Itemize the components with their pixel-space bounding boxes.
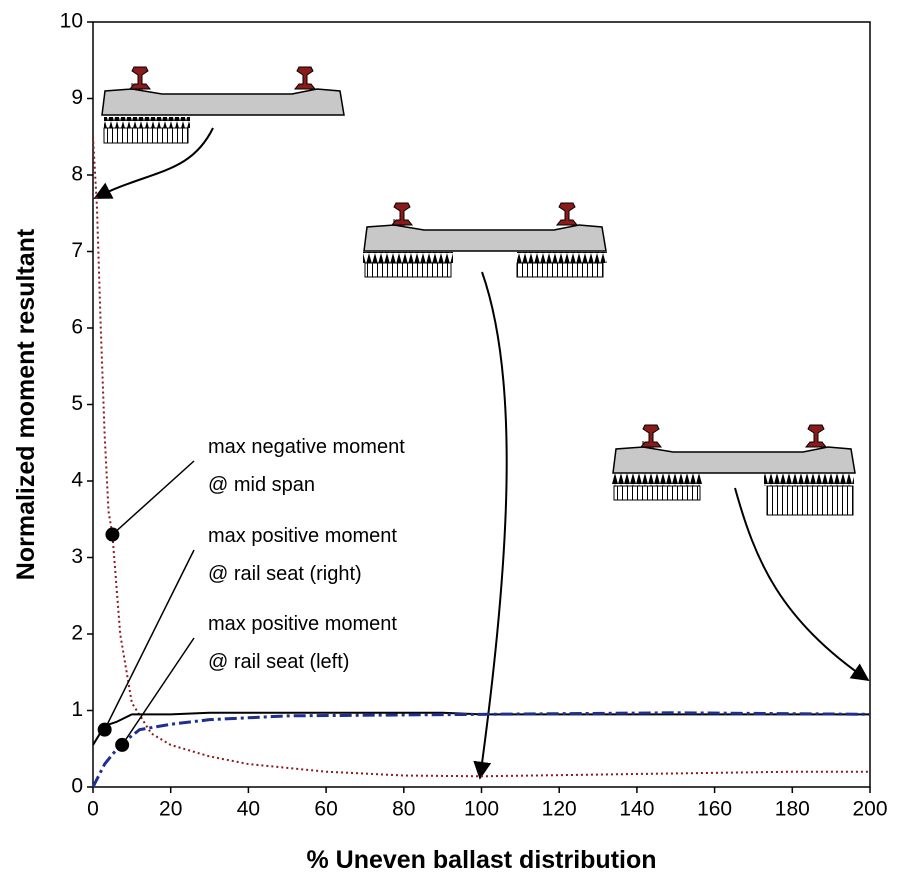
leader-line	[121, 637, 195, 746]
leader-line	[111, 460, 195, 536]
diagram-3	[612, 424, 856, 516]
annotation-text: max negative moment	[208, 436, 405, 458]
x-tick-label: 160	[697, 798, 732, 821]
y-tick-label: 1	[71, 698, 83, 721]
x-tick-label: 40	[237, 798, 260, 821]
y-tick-label: 7	[71, 239, 83, 262]
annotation-text: max positive moment	[208, 613, 397, 635]
y-tick-label: 3	[71, 545, 83, 568]
x-tick-label: 120	[542, 798, 577, 821]
annotation-text: @ rail seat (left)	[208, 651, 349, 673]
y-tick-label: 9	[71, 86, 83, 109]
y-tick-label: 6	[71, 316, 83, 339]
annotation-marker	[115, 737, 130, 752]
x-axis-title: % Uneven ballast distribution	[306, 846, 656, 874]
series-line	[92, 711, 870, 746]
y-tick-label: 2	[71, 622, 83, 645]
x-tick-label: 200	[852, 798, 887, 821]
y-tick-label: 8	[71, 163, 83, 186]
leader-line	[103, 549, 195, 730]
annotation-marker	[105, 527, 120, 542]
annotation-text: @ rail seat (right)	[208, 563, 362, 585]
arrows	[93, 127, 870, 780]
x-tick-label: 20	[159, 798, 182, 821]
diagram-1	[101, 66, 345, 144]
annotation-text: max positive moment	[208, 525, 397, 547]
x-tick-label: 80	[392, 798, 415, 821]
x-tick-label: 60	[314, 798, 337, 821]
series-line	[92, 136, 870, 778]
x-tick-label: 100	[464, 798, 499, 821]
diagram-2	[363, 202, 607, 278]
y-tick-label: 10	[60, 10, 83, 33]
x-tick-label: 0	[87, 798, 99, 821]
y-tick-label: 0	[71, 775, 83, 798]
annotation-text: @ mid span	[208, 474, 315, 496]
y-axis-title: Normalized moment resultant	[12, 228, 40, 580]
y-tick-label: 4	[71, 469, 83, 492]
x-tick-label: 180	[775, 798, 810, 821]
x-tick-label: 140	[619, 798, 654, 821]
series-line	[91, 711, 871, 788]
annotation-marker	[97, 722, 112, 737]
y-tick-label: 5	[71, 392, 83, 415]
